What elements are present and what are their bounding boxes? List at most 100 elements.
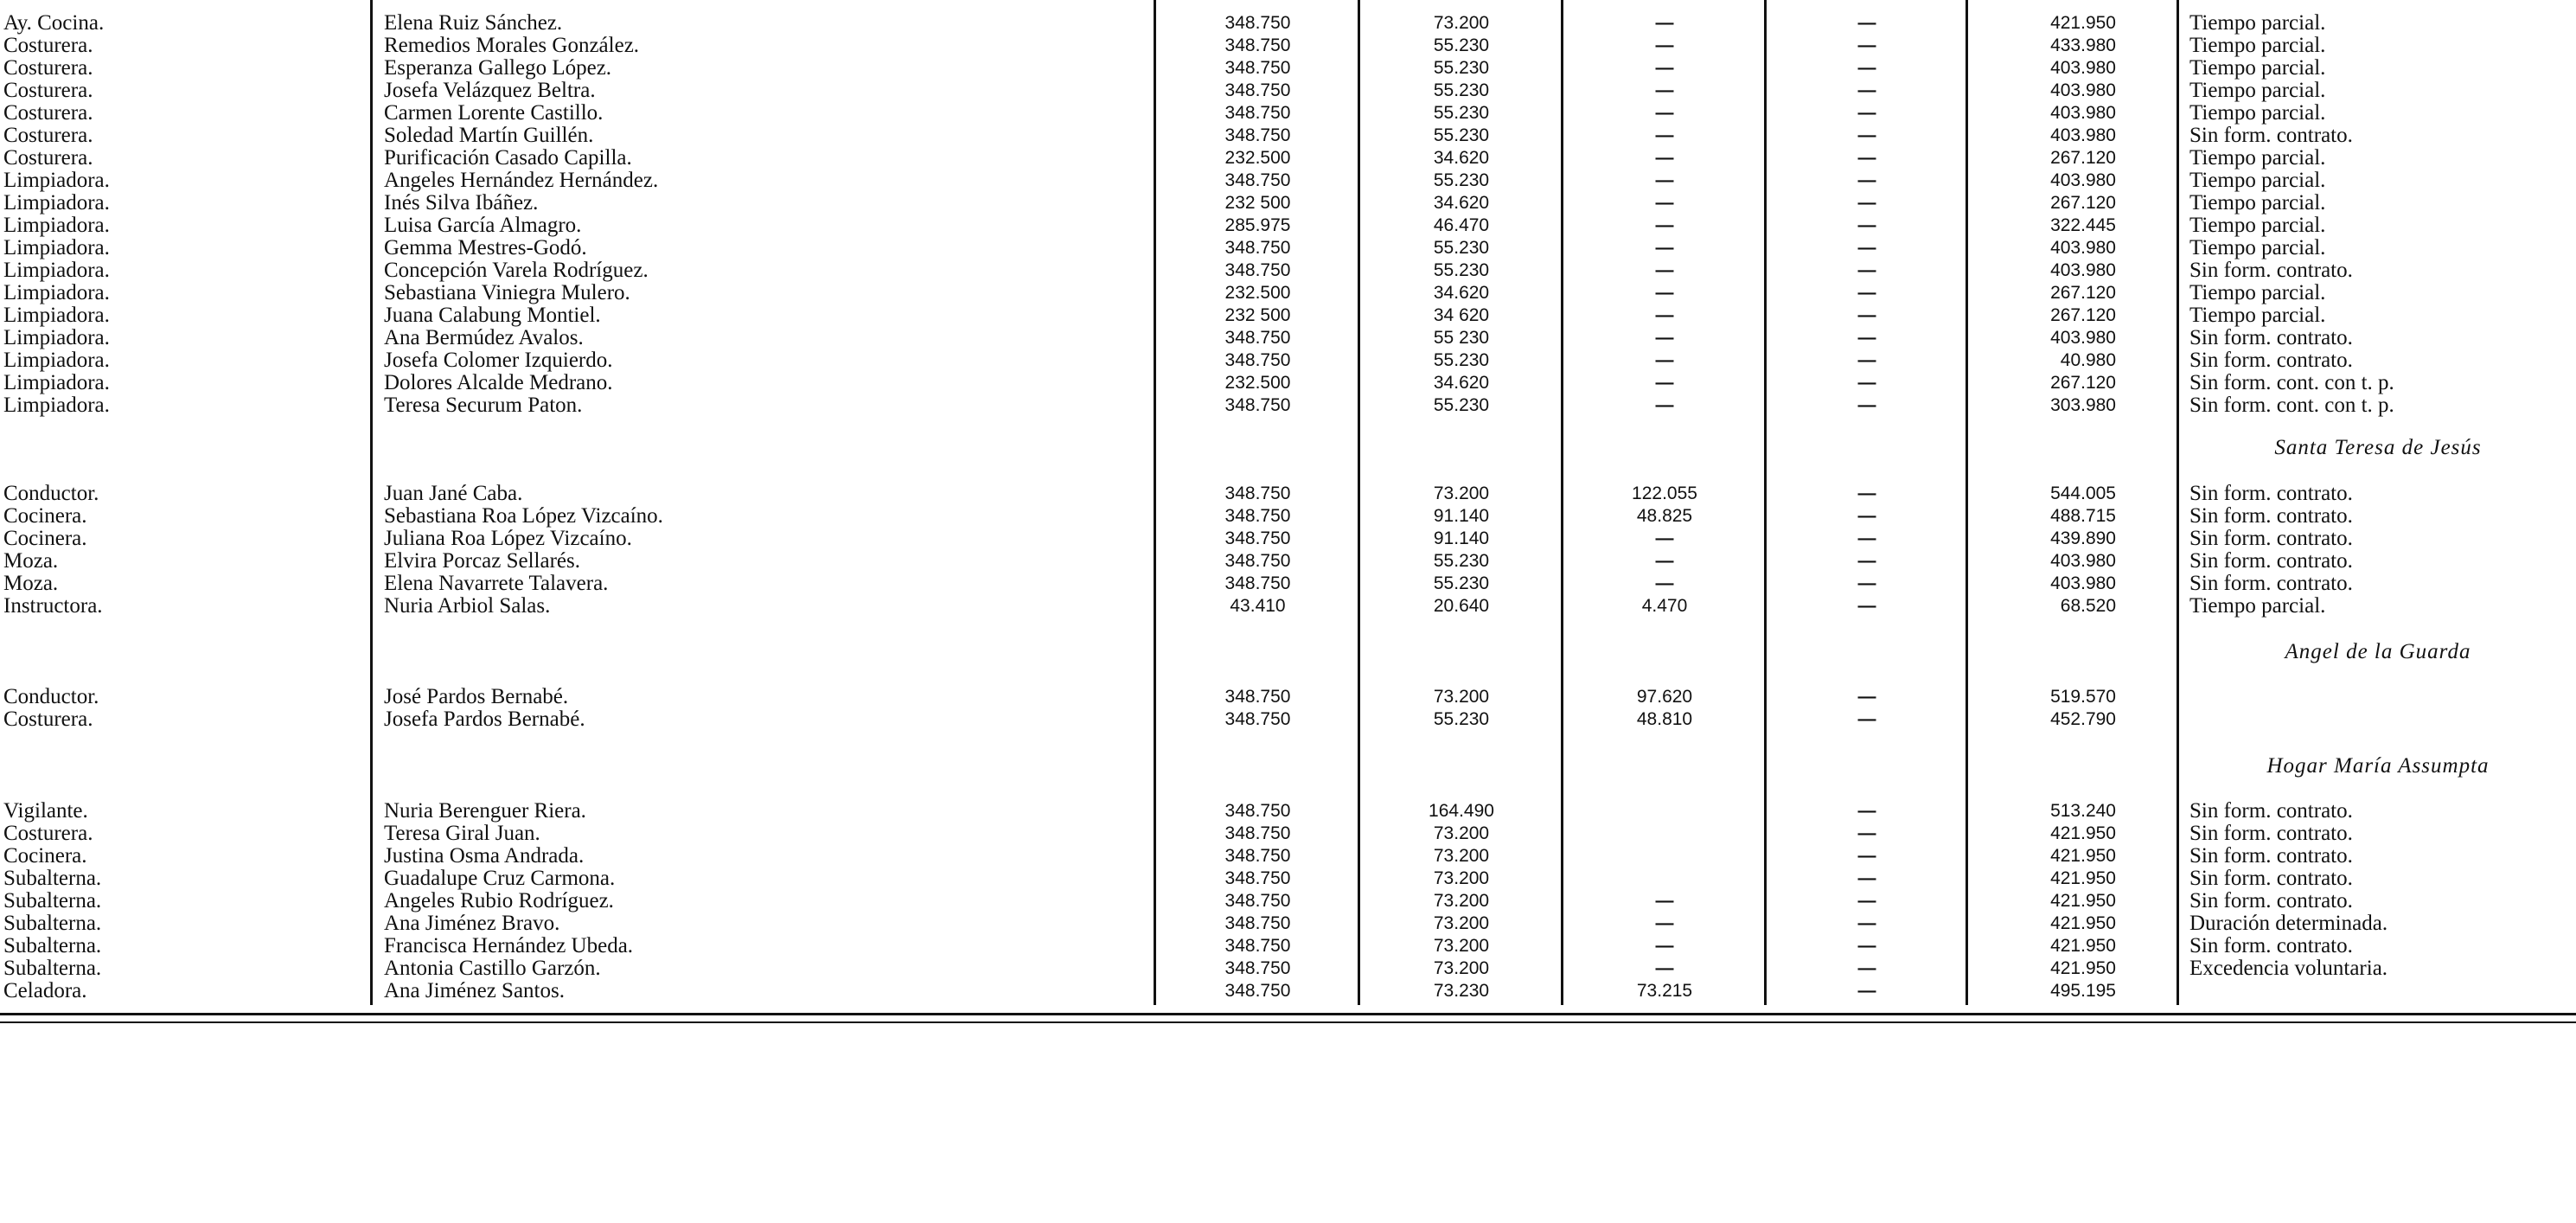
- total-cell: 403.980: [2050, 170, 2116, 190]
- column-divider: [1358, 0, 1360, 1005]
- value-2-cell: 34 620: [1433, 305, 1490, 325]
- total-cell: 267.120: [2050, 305, 2116, 325]
- table-row: Limpiadora. Ana Bermúdez Avalos. 348.750 55…: [0, 327, 2576, 349]
- value-2-cell: 73.200: [1433, 936, 1490, 956]
- category-cell: Subalterna.: [3, 912, 102, 935]
- table-row: Costurera. Teresa Giral Juan. 348.750 73.20…: [0, 823, 2576, 845]
- table-row: Moza. Elena Navarrete Talavera. 348.750 55.…: [0, 573, 2576, 595]
- value-2-cell: 91.140: [1433, 528, 1490, 548]
- note-cell: Excedencia voluntaria.: [2189, 957, 2388, 980]
- value-2-cell: 34.620: [1433, 373, 1490, 393]
- table-row: Moza. Elvira Porcaz Sellarés. 348.750 55.23…: [0, 550, 2576, 573]
- table-row: Cocinera. Justina Osma Andrada. 348.750 73.…: [0, 845, 2576, 868]
- value-4-cell: —: [1857, 215, 1876, 235]
- value-3-cell: —: [1655, 305, 1674, 325]
- value-2-cell: 55.230: [1433, 709, 1490, 729]
- total-cell: 403.980: [2050, 328, 2116, 348]
- total-cell: 421.950: [2050, 823, 2116, 843]
- category-cell: Subalterna.: [3, 957, 102, 980]
- value-2-cell: 73.200: [1433, 846, 1490, 866]
- category-cell: Cocinera.: [3, 844, 87, 868]
- total-cell: 403.980: [2050, 551, 2116, 571]
- total-cell: 452.790: [2050, 709, 2116, 729]
- value-1-cell: 348.750: [1224, 573, 1291, 593]
- value-1-cell: 348.750: [1224, 846, 1291, 866]
- value-4-cell: —: [1857, 958, 1876, 978]
- name-cell: Guadalupe Cruz Carmona.: [384, 867, 616, 890]
- value-3-cell: —: [1655, 551, 1674, 571]
- value-1-cell: 43.410: [1230, 596, 1286, 616]
- value-3-cell: —: [1655, 35, 1674, 55]
- value-4-cell: —: [1857, 823, 1876, 843]
- value-3-cell: —: [1655, 350, 1674, 370]
- total-cell: 403.980: [2050, 58, 2116, 78]
- note-cell: Sin form. contrato.: [2189, 124, 2353, 147]
- category-cell: Limpiadora.: [3, 371, 110, 394]
- table-row: Costurera. Josefa Pardos Bernabé. 348.750 5…: [0, 708, 2576, 731]
- category-cell: Costurera.: [3, 56, 93, 80]
- total-cell: 267.120: [2050, 193, 2116, 213]
- value-1-cell: 348.750: [1224, 981, 1291, 1001]
- value-3-cell: —: [1655, 913, 1674, 933]
- value-4-cell: —: [1857, 170, 1876, 190]
- value-1-cell: 285.975: [1224, 215, 1291, 235]
- value-2-cell: 55.230: [1433, 35, 1490, 55]
- column-divider: [1764, 0, 1767, 1005]
- category-cell: Cocinera.: [3, 527, 87, 550]
- note-cell: Sin form. contrato.: [2189, 844, 2353, 868]
- table-row: Limpiadora. Teresa Securum Paton. 348.750 5…: [0, 394, 2576, 417]
- value-1-cell: 348.750: [1224, 328, 1291, 348]
- value-3-cell: —: [1655, 58, 1674, 78]
- bottom-rule: [0, 1013, 2576, 1015]
- total-cell: 403.980: [2050, 573, 2116, 593]
- value-4-cell: —: [1857, 283, 1876, 303]
- value-2-cell: 73.200: [1433, 868, 1490, 888]
- value-1-cell: 348.750: [1224, 528, 1291, 548]
- total-cell: 403.980: [2050, 260, 2116, 280]
- value-3-cell: —: [1655, 80, 1674, 100]
- value-2-cell: 55.230: [1433, 573, 1490, 593]
- table-row: Instructora. Nuria Arbiol Salas. 43.410 20.…: [0, 595, 2576, 618]
- note-cell: Tiempo parcial.: [2189, 169, 2326, 192]
- category-cell: Limpiadora.: [3, 214, 110, 237]
- value-2-cell: 73.200: [1433, 483, 1490, 503]
- value-3-cell: —: [1655, 395, 1674, 415]
- table-row: Limpiadora. Juana Calabung Montiel. 232 50…: [0, 304, 2576, 327]
- name-cell: Francisca Hernández Ubeda.: [384, 934, 634, 957]
- name-cell: Gemma Mestres-Godó.: [384, 236, 587, 259]
- total-cell: 267.120: [2050, 373, 2116, 393]
- value-1-cell: 348.750: [1224, 80, 1291, 100]
- category-cell: Limpiadora.: [3, 304, 110, 327]
- total-cell: 433.980: [2050, 35, 2116, 55]
- name-cell: Angeles Rubio Rodríguez.: [384, 889, 614, 912]
- note-cell: Tiempo parcial.: [2189, 146, 2326, 170]
- value-2-cell: 55 230: [1433, 328, 1490, 348]
- category-cell: Costurera.: [3, 79, 93, 102]
- name-cell: Justina Osma Andrada.: [384, 844, 585, 868]
- name-cell: Concepción Varela Rodríguez.: [384, 259, 649, 282]
- value-1-cell: 348.750: [1224, 709, 1291, 729]
- value-4-cell: —: [1857, 506, 1876, 526]
- column-divider: [1154, 0, 1156, 1005]
- table-row: Conductor. José Pardos Bernabé. 348.750 73.…: [0, 686, 2576, 708]
- name-cell: Juana Calabung Montiel.: [384, 304, 601, 327]
- name-cell: Dolores Alcalde Medrano.: [384, 371, 613, 394]
- name-cell: Luisa García Almagro.: [384, 214, 582, 237]
- name-cell: Purificación Casado Capilla.: [384, 146, 632, 170]
- name-cell: Remedios Morales González.: [384, 34, 640, 57]
- value-2-cell: 55.230: [1433, 170, 1490, 190]
- value-3-cell: —: [1655, 373, 1674, 393]
- note-cell: Sin form. contrato.: [2189, 527, 2353, 550]
- value-4-cell: —: [1857, 238, 1876, 258]
- value-1-cell: 348.750: [1224, 125, 1291, 145]
- note-cell: Sin form. contrato.: [2189, 326, 2353, 349]
- value-1-cell: 232.500: [1224, 148, 1291, 168]
- name-cell: Teresa Giral Juan.: [384, 822, 540, 845]
- value-1-cell: 348.750: [1224, 687, 1291, 707]
- value-1-cell: 348.750: [1224, 801, 1291, 821]
- note-cell: Tiempo parcial.: [2189, 304, 2326, 327]
- category-cell: Costurera.: [3, 101, 93, 125]
- value-4-cell: —: [1857, 305, 1876, 325]
- table-row: Subalterna. Angeles Rubio Rodríguez. 348.7…: [0, 890, 2576, 912]
- total-cell: 421.950: [2050, 891, 2116, 911]
